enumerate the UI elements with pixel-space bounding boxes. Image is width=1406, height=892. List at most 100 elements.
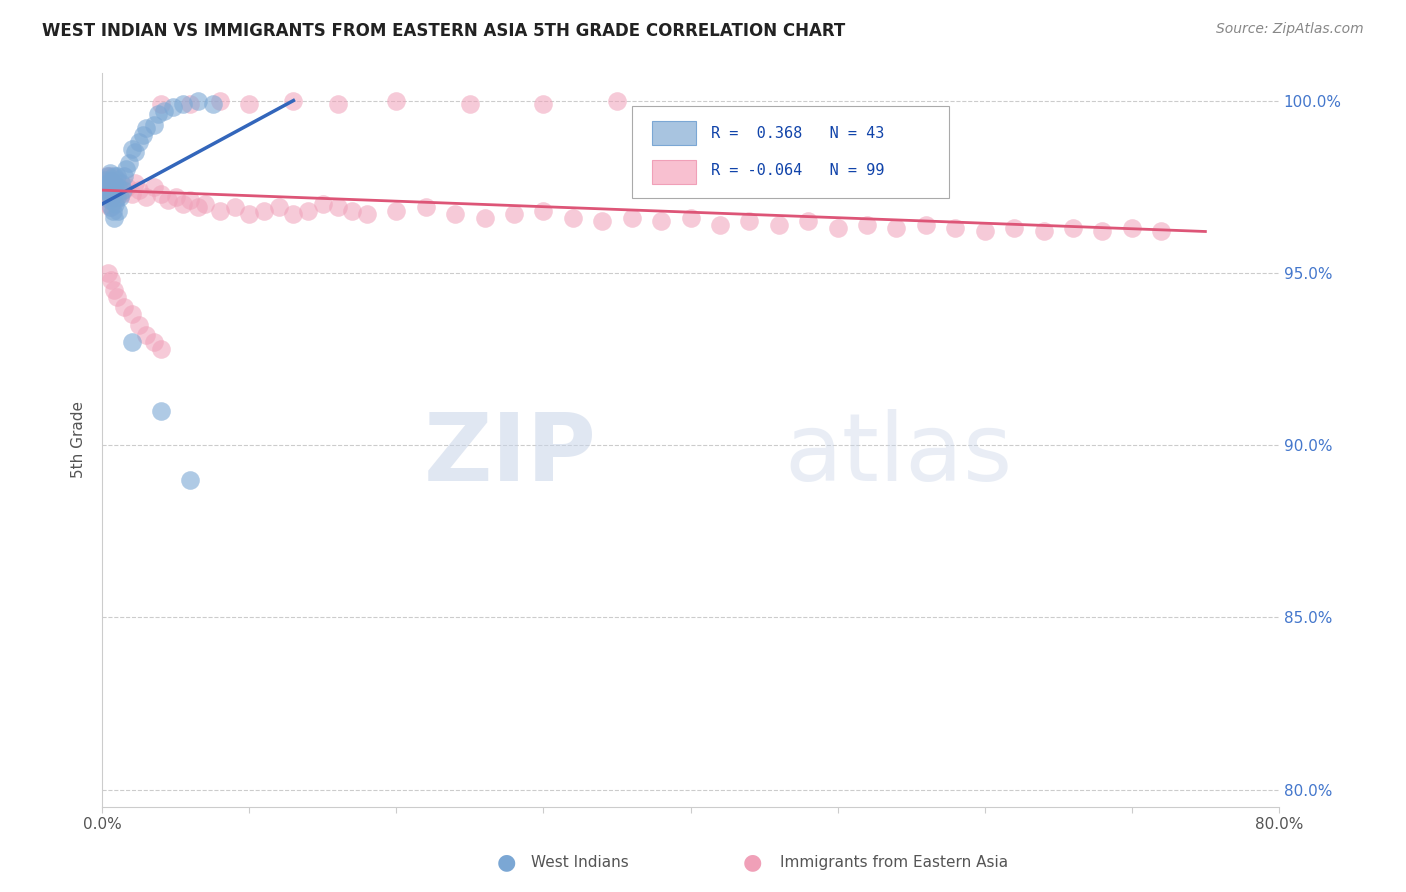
Point: [1150, 225, 1173, 239]
Point: [112, 183, 135, 197]
Point: [768, 218, 790, 232]
Text: atlas: atlas: [785, 409, 1012, 500]
Point: [98, 179, 121, 194]
Point: [150, 342, 173, 356]
Point: [238, 207, 260, 221]
Point: [115, 179, 138, 194]
Point: [157, 194, 180, 208]
Point: [385, 94, 408, 108]
Point: [620, 211, 643, 225]
Point: [561, 211, 583, 225]
Point: [187, 200, 209, 214]
Point: [915, 218, 938, 232]
Point: [797, 214, 820, 228]
Point: [146, 107, 169, 121]
Point: [104, 194, 127, 208]
Point: [253, 203, 276, 218]
Point: [96, 179, 118, 194]
Point: [100, 173, 122, 187]
Point: [208, 203, 231, 218]
Point: [312, 197, 335, 211]
Point: [124, 176, 146, 190]
Point: [93, 183, 115, 197]
Point: [96, 179, 118, 194]
Point: [128, 318, 150, 332]
Point: [100, 273, 122, 287]
Point: [93, 179, 115, 194]
Point: [97, 176, 120, 190]
Point: [98, 200, 121, 214]
Text: ●: ●: [496, 853, 516, 872]
Bar: [652, 161, 696, 184]
Point: [172, 197, 194, 211]
Point: [356, 207, 378, 221]
Point: [1032, 225, 1054, 239]
Point: [100, 190, 122, 204]
Point: [97, 266, 120, 280]
Text: ZIP: ZIP: [423, 409, 596, 500]
Y-axis label: 5th Grade: 5th Grade: [72, 401, 86, 478]
Point: [135, 190, 157, 204]
Point: [679, 211, 702, 225]
Point: [342, 203, 364, 218]
Point: [104, 179, 127, 194]
Point: [591, 214, 613, 228]
Point: [150, 97, 173, 112]
Point: [943, 221, 966, 235]
Point: [886, 221, 908, 235]
Point: [94, 173, 117, 187]
Point: [96, 190, 118, 204]
Point: [1121, 221, 1143, 235]
Text: ●: ●: [742, 853, 762, 872]
Text: WEST INDIAN VS IMMIGRANTS FROM EASTERN ASIA 5TH GRADE CORRELATION CHART: WEST INDIAN VS IMMIGRANTS FROM EASTERN A…: [42, 22, 845, 40]
Point: [98, 190, 121, 204]
Point: [533, 97, 555, 112]
Point: [107, 179, 129, 194]
Point: [98, 194, 121, 208]
Text: Source: ZipAtlas.com: Source: ZipAtlas.com: [1216, 22, 1364, 37]
Point: [297, 203, 319, 218]
Point: [650, 214, 672, 228]
Point: [105, 186, 128, 201]
Point: [118, 155, 141, 169]
Point: [121, 334, 143, 349]
Point: [103, 176, 125, 190]
Point: [97, 169, 120, 184]
Point: [105, 290, 128, 304]
Point: [110, 176, 132, 190]
Point: [108, 190, 131, 204]
Point: [201, 97, 224, 112]
Point: [110, 186, 132, 201]
Point: [1062, 221, 1084, 235]
Point: [103, 169, 125, 184]
Point: [1091, 225, 1114, 239]
Point: [444, 207, 467, 221]
Point: [121, 186, 143, 201]
Point: [142, 118, 165, 132]
Point: [267, 200, 290, 214]
Point: [179, 97, 201, 112]
Point: [385, 203, 408, 218]
Point: [142, 334, 165, 349]
Point: [97, 183, 120, 197]
Point: [114, 162, 136, 177]
Point: [458, 97, 481, 112]
Point: [533, 203, 555, 218]
Text: West Indians: West Indians: [531, 855, 630, 870]
Point: [1002, 221, 1025, 235]
Point: [105, 173, 128, 187]
Point: [132, 128, 155, 142]
Point: [100, 190, 122, 204]
Point: [103, 186, 125, 201]
Point: [98, 166, 121, 180]
Point: [101, 179, 124, 194]
Point: [105, 190, 128, 204]
Point: [165, 190, 187, 204]
Point: [135, 121, 157, 136]
Point: [101, 186, 124, 201]
Point: [474, 211, 496, 225]
Point: [112, 301, 135, 315]
Point: [111, 183, 134, 197]
Point: [98, 169, 121, 184]
Point: [107, 203, 129, 218]
